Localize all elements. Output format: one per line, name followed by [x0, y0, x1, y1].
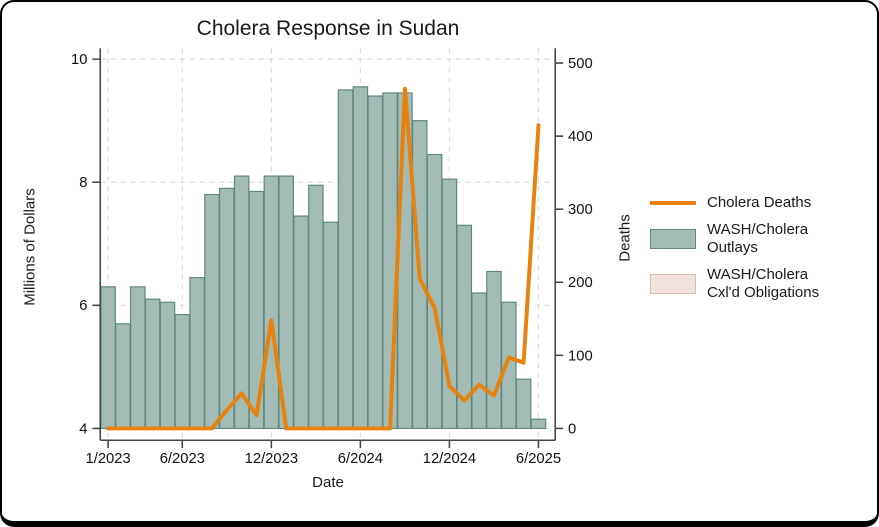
bar-3/2023	[130, 286, 146, 430]
legend-label: Cholera Deaths	[707, 194, 811, 212]
bar-8/2024	[382, 92, 398, 430]
deaths-line-swatch	[650, 201, 696, 205]
y-left-tick-label: 8	[79, 175, 87, 191]
y-axis-left-title: Millions of Dollars	[21, 188, 39, 306]
cancelled-obligations-bar-swatch	[650, 274, 696, 294]
legend-label: WASH/Cholera Cxl'd Obligations	[707, 266, 819, 302]
legend-label-line: WASH/Cholera	[707, 266, 809, 283]
y-right-tick-label: 100	[568, 348, 593, 364]
x-tick-label: 6/2025	[516, 451, 561, 467]
legend-label-line: WASH/Cholera	[707, 221, 809, 238]
legend-label: WASH/Cholera Outlays	[707, 221, 808, 257]
x-tick-label: 1/2023	[86, 451, 131, 467]
legend-item-wash-outlays: WASH/Cholera Outlays	[650, 221, 819, 257]
bar-6/2024	[352, 86, 369, 430]
chart-title: Cholera Response in Sudan	[196, 17, 460, 40]
y-right-tick-label: 400	[568, 129, 593, 145]
bar-4/2023	[144, 298, 161, 430]
y-left-tick-label: 6	[79, 298, 87, 314]
legend-label-line: Outlays	[707, 239, 758, 256]
y-left-tick-label: 10	[71, 52, 87, 68]
bar-6/2023	[174, 313, 191, 430]
bar-12/2023	[263, 175, 280, 430]
y-right-tick-label: 0	[568, 421, 576, 437]
y-axis-right-title: Deaths	[616, 214, 634, 262]
x-tick-label: 6/2024	[338, 451, 383, 467]
bar-8/2023	[204, 193, 220, 430]
bar-4/2024	[322, 221, 339, 430]
cholera-deaths-line	[106, 86, 541, 431]
bar-9/2023	[219, 187, 235, 430]
bar-7/2023	[189, 277, 205, 430]
x-tick-label: 12/2023	[245, 451, 298, 467]
outlays-bar-swatch	[650, 229, 696, 249]
bar-6/2025	[530, 418, 547, 430]
y-left-tick-label: 4	[79, 421, 87, 437]
y-right-tick-label: 500	[568, 56, 593, 72]
x-axis-title: Date	[312, 474, 344, 491]
bar-2/2023	[115, 323, 131, 430]
bar-2/2024	[293, 215, 309, 430]
x-tick-label: 6/2023	[160, 451, 205, 467]
bar-3/2025	[486, 270, 502, 430]
legend: Cholera Deaths WASH/Cholera Outlays WASH…	[650, 194, 819, 302]
y-right-tick-label: 200	[568, 275, 593, 291]
legend-label-line: Cholera Deaths	[707, 194, 812, 211]
y-right-tick-label: 300	[568, 202, 593, 218]
legend-label-line: Cxl'd Obligations	[707, 284, 820, 301]
legend-item-cholera-deaths: Cholera Deaths	[650, 194, 819, 212]
bar-5/2025	[515, 378, 532, 430]
bar-2/2025	[471, 292, 487, 430]
bar-5/2023	[159, 301, 176, 430]
bar-4/2025	[501, 301, 517, 430]
legend-item-wash-cancelled-obligations: WASH/Cholera Cxl'd Obligations	[650, 266, 819, 302]
bar-7/2024	[367, 95, 384, 430]
bar-10/2023	[233, 175, 250, 430]
x-tick-label: 12/2024	[423, 451, 476, 467]
bar-3/2024	[308, 184, 324, 430]
bar-1/2023	[100, 286, 116, 430]
bar-11/2024	[426, 153, 443, 430]
bar-5/2024	[337, 89, 354, 430]
